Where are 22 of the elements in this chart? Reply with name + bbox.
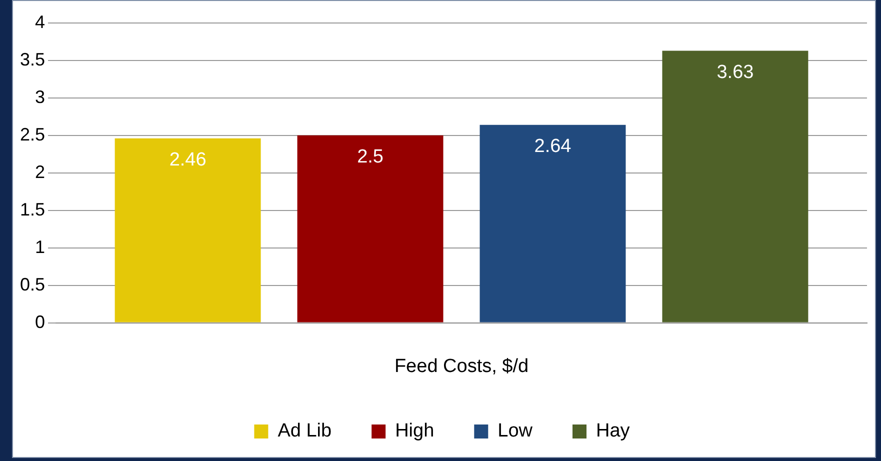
legend-label: Hay (596, 420, 630, 442)
legend-label: Ad Lib (278, 420, 332, 442)
legend-label: Low (498, 420, 533, 442)
data-label: 3.63 (716, 62, 754, 83)
y-tick-label: 4 (35, 12, 46, 32)
y-tick-label: 2 (35, 162, 46, 182)
bar (480, 124, 626, 322)
y-tick-label: 3.5 (20, 49, 46, 70)
y-tick-label: 3 (35, 86, 46, 107)
y-tick-label: 2.5 (20, 124, 46, 144)
y-tick-label: 0 (35, 312, 46, 332)
y-tick-label: 1.5 (20, 199, 46, 220)
bar (662, 50, 808, 322)
data-label: 2.5 (357, 146, 384, 168)
y-tick-label: 0.5 (20, 274, 46, 294)
y-tick-label: 1 (35, 236, 46, 257)
data-label: 2.64 (534, 136, 572, 158)
bar (297, 135, 444, 322)
x-axis-title: Feed Costs, $/d (394, 356, 529, 377)
bar (114, 138, 261, 322)
data-label: 2.46 (169, 150, 206, 171)
legend-label: High (395, 420, 434, 442)
